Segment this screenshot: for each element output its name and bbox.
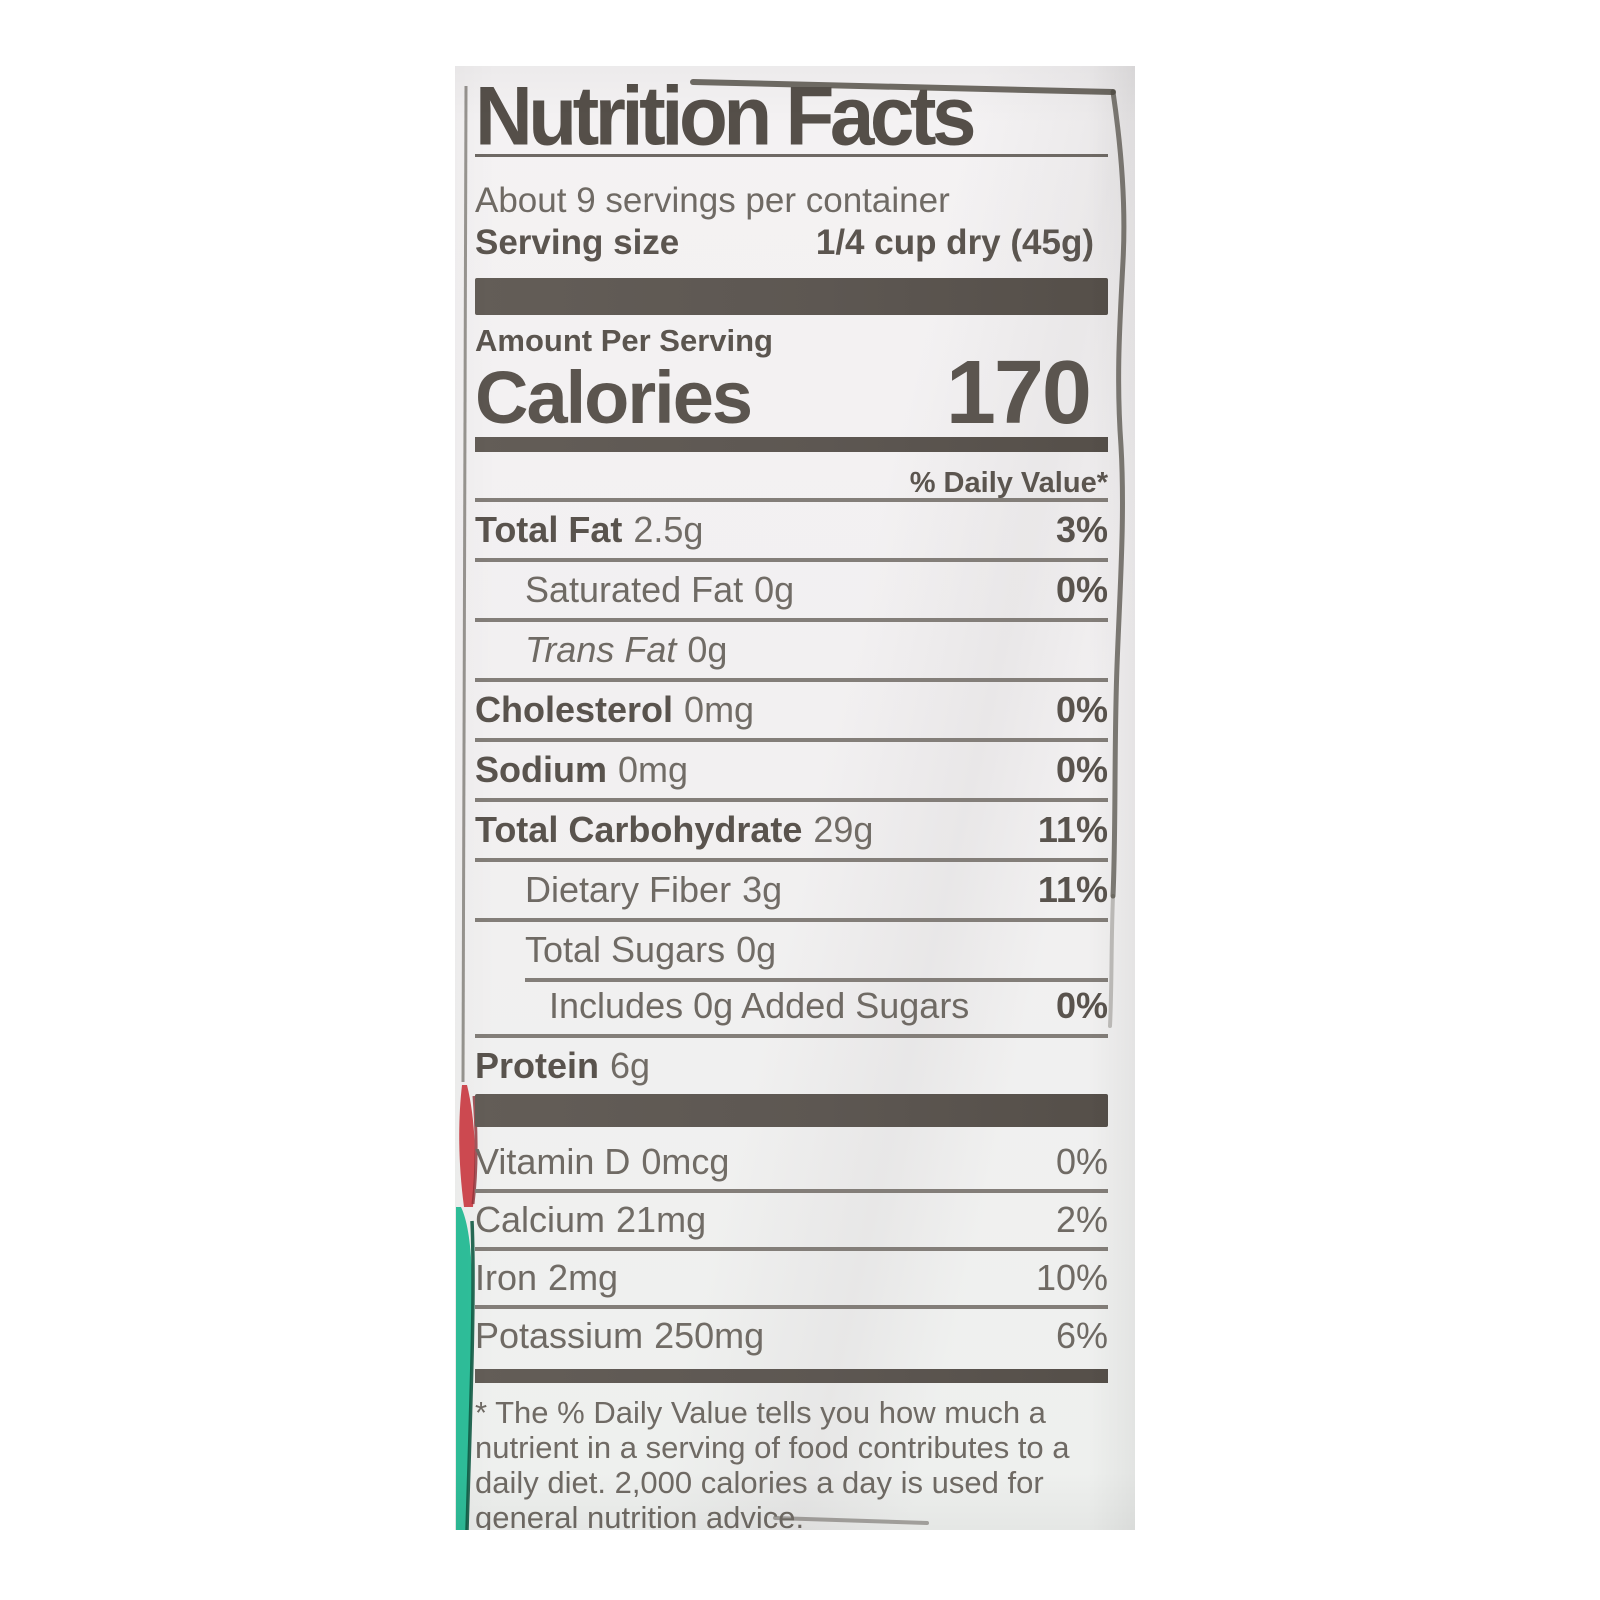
footnote-line: nutrient in a serving of food contribute… [475, 1429, 1070, 1465]
calories-divider-bar [475, 436, 1108, 452]
calories-row: Calories 170 [475, 342, 1108, 443]
nutrient-dv: 0% [1055, 688, 1108, 730]
nutrient-dv: 11% [1037, 808, 1108, 850]
label-right-border-line [1110, 89, 1127, 899]
nutrient-name: Iron [475, 1256, 538, 1298]
nutrient-name: Vitamin D [475, 1140, 631, 1182]
nutrient-dv: 10% [1035, 1256, 1108, 1298]
nutrient-row-trans-fat: Trans Fat 0g [475, 617, 1108, 678]
nutrient-row-total-fat: Total Fat 2.5g 3% [475, 497, 1108, 558]
nutrient-amount: 2mg [548, 1256, 619, 1298]
nutrient-amount: 29g [813, 808, 874, 850]
micronutrient-row-iron: Iron 2mg 10% [475, 1246, 1108, 1305]
teal-stripe-dark-edge [465, 1220, 475, 1530]
nutrient-row-protein: Protein 6g [475, 1033, 1108, 1094]
serving-size-label: Serving size [475, 222, 680, 262]
micronutrient-row-vitamin-d: Vitamin D 0mcg 0% [475, 1135, 1108, 1189]
micronutrient-section: Vitamin D 0mcg 0% Calcium 21mg 2% Iron 2mg 10%… [475, 1135, 1108, 1363]
amount-per-serving-label: Amount Per Serving [475, 322, 773, 358]
label-title: Nutrition Facts [475, 69, 976, 163]
red-packaging-stripe [459, 1085, 475, 1207]
calories-label: Calories [475, 355, 753, 439]
micronutrient-divider-bar [475, 1093, 1108, 1127]
nutrient-dv: 0% [1055, 1140, 1108, 1182]
daily-value-header: % Daily Value* [909, 466, 1108, 499]
nutrient-name: Protein [475, 1044, 600, 1086]
serving-size-row: Serving size 1/4 cup dry (45g) [475, 223, 1108, 263]
micronutrient-row-potassium: Potassium 250mg 6% [475, 1304, 1108, 1363]
nutrient-name: Saturated Fat [525, 568, 744, 610]
nutrient-name: Total Sugars [525, 928, 726, 970]
footnote-divider-bar [475, 1368, 1108, 1383]
micronutrient-row-calcium: Calcium 21mg 2% [475, 1188, 1108, 1247]
label-left-border-line [461, 85, 468, 1083]
title-rule [475, 153, 1108, 157]
nutrient-name: Cholesterol [475, 688, 674, 730]
nutrient-row-total-sugars: Total Sugars 0g [475, 917, 1108, 978]
nutrient-name: Trans Fat [525, 628, 677, 670]
nutrient-name: Dietary Fiber [525, 868, 732, 910]
nutrient-amount: 6g [610, 1044, 651, 1086]
footnote-line: * The % Daily Value tells you how much a [475, 1394, 1046, 1430]
nutrient-row-total-carbohydrate: Total Carbohydrate 29g 11% [475, 797, 1108, 858]
nutrient-name: Includes 0g Added Sugars [549, 984, 970, 1026]
nutrient-name: Sodium [475, 748, 607, 790]
nutrition-label-photo: Nutrition Facts About 9 servings per con… [455, 66, 1135, 1530]
nutrient-amount: 0g [754, 568, 795, 610]
nutrient-dv: 6% [1055, 1314, 1108, 1356]
label-top-border-line [690, 79, 1116, 95]
nutrient-dv: 0% [1055, 568, 1108, 610]
nutrient-amount: 0mg [618, 748, 689, 790]
nutrient-name: Total Carbohydrate [475, 808, 803, 850]
red-stripe-dark-edge [471, 1095, 478, 1205]
nutrient-amount: 0mcg [641, 1140, 730, 1182]
footnote-line: general nutrition advice. [475, 1499, 805, 1530]
label-bottom-edge-line [773, 1516, 929, 1525]
nutrient-amount: 3g [742, 868, 783, 910]
serving-size-value: 1/4 cup dry (45g) [815, 222, 1094, 262]
nutrient-row-sodium: Sodium 0mg 0% [475, 737, 1108, 798]
nutrient-amount: 2.5g [633, 508, 704, 550]
nutrient-row-cholesterol: Cholesterol 0mg 0% [475, 677, 1108, 738]
nutrient-amount: 0mg [684, 688, 755, 730]
nutrient-amount: 0g [736, 928, 777, 970]
nutrition-facts-panel: Nutrition Facts About 9 servings per con… [455, 69, 1135, 1530]
nutrient-dv: 3% [1055, 508, 1108, 550]
nutrient-name: Calcium [475, 1198, 606, 1240]
nutrient-row-dietary-fiber: Dietary Fiber 3g 11% [475, 857, 1108, 918]
nutrient-amount: 250mg [654, 1314, 765, 1356]
label-edge-graphics [456, 79, 1127, 1530]
nutrient-row-saturated-fat: Saturated Fat 0g 0% [475, 557, 1108, 618]
daily-value-footnote: * The % Daily Value tells you how much a… [475, 1395, 1108, 1530]
nutrient-name: Potassium [475, 1314, 644, 1356]
nutrient-dv: 11% [1037, 868, 1108, 910]
nutrient-amount: 21mg [616, 1198, 707, 1240]
nutrient-name: Total Fat [475, 508, 623, 550]
section-divider-bar [475, 277, 1108, 315]
nutrient-row-added-sugars: Includes 0g Added Sugars 0% [475, 977, 1108, 1034]
label-right-border-fade [1108, 894, 1115, 1028]
servings-per-container: About 9 servings per container [475, 180, 950, 220]
nutrient-dv: 0% [1055, 984, 1108, 1026]
footnote-line: daily diet. 2,000 calories a day is used… [475, 1464, 1044, 1500]
nutrient-dv: 2% [1055, 1198, 1108, 1240]
nutrient-amount: 0g [687, 628, 728, 670]
calories-value: 170 [945, 342, 1092, 443]
nutrient-dv: 0% [1055, 748, 1108, 790]
